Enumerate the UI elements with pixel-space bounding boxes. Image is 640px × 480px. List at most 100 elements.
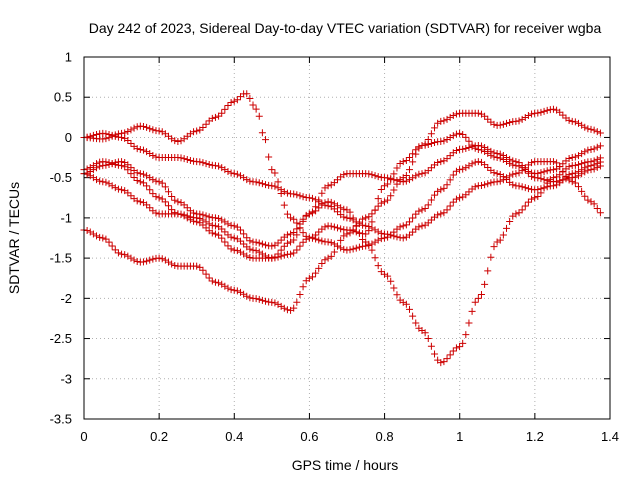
data-point <box>240 230 248 238</box>
data-point <box>405 166 413 174</box>
data-point <box>343 214 351 222</box>
data-point <box>86 228 94 236</box>
data-point <box>240 240 248 248</box>
data-point <box>249 101 257 109</box>
data-point <box>143 257 151 265</box>
data-point <box>133 258 141 266</box>
data-point <box>484 163 492 171</box>
data-point <box>146 125 154 133</box>
data-point <box>108 160 116 168</box>
data-point <box>427 164 435 172</box>
data-point <box>190 128 198 136</box>
data-point <box>384 174 392 182</box>
data-point <box>528 195 536 203</box>
data-point <box>180 212 188 220</box>
data-point <box>186 157 194 165</box>
data-point <box>371 238 379 246</box>
data-point <box>299 229 307 237</box>
data-point <box>477 291 485 299</box>
data-point <box>490 149 498 157</box>
data-point <box>481 161 489 169</box>
data-point <box>340 245 348 253</box>
data-point <box>534 192 542 200</box>
data-point <box>528 110 536 118</box>
data-point <box>596 162 604 170</box>
data-point <box>330 205 338 213</box>
data-point <box>346 246 354 254</box>
data-point <box>515 182 523 190</box>
data-point <box>127 170 135 178</box>
data-point <box>96 177 104 185</box>
data-point <box>412 210 420 218</box>
data-point <box>340 171 348 179</box>
data-point <box>255 248 263 256</box>
data-point <box>334 202 342 210</box>
data-point <box>168 206 176 214</box>
data-point <box>293 225 301 233</box>
data-point <box>402 221 410 229</box>
data-point <box>449 132 457 140</box>
data-point <box>105 159 113 167</box>
data-point <box>587 125 595 133</box>
data-point <box>590 126 598 134</box>
data-point <box>202 218 210 226</box>
data-point <box>393 291 401 299</box>
data-point <box>568 174 576 182</box>
data-point <box>158 255 166 263</box>
data-point <box>431 124 439 132</box>
data-point <box>268 182 276 190</box>
data-point <box>133 169 141 177</box>
data-point <box>490 120 498 128</box>
data-point <box>334 208 342 216</box>
data-point <box>534 174 542 182</box>
data-point <box>330 248 338 256</box>
data-point <box>528 172 536 180</box>
data-point <box>315 228 323 236</box>
data-point <box>149 151 157 159</box>
data-point <box>89 230 97 238</box>
data-point <box>409 158 417 166</box>
data-point <box>290 190 298 198</box>
data-point <box>124 252 132 260</box>
data-point <box>124 189 132 197</box>
data-point <box>443 206 451 214</box>
data-point <box>452 195 460 203</box>
data-point <box>165 202 173 210</box>
data-point <box>537 175 545 183</box>
data-point <box>418 222 426 230</box>
data-point <box>590 200 598 208</box>
data-point <box>509 170 517 178</box>
data-point <box>149 176 157 184</box>
data-point <box>528 159 536 167</box>
data-point <box>277 246 285 254</box>
data-point <box>221 166 229 174</box>
data-point <box>374 173 382 181</box>
data-point <box>305 234 313 242</box>
data-point <box>371 206 379 214</box>
data-point <box>149 190 157 198</box>
data-point <box>236 248 244 256</box>
data-point <box>111 161 119 169</box>
data-point <box>243 292 251 300</box>
y-tick-label: -2 <box>60 291 72 306</box>
data-point <box>549 105 557 113</box>
data-point <box>108 131 116 139</box>
data-point <box>346 226 354 234</box>
data-point <box>424 201 432 209</box>
data-point <box>521 165 529 173</box>
data-point <box>443 181 451 189</box>
data-point <box>399 234 407 242</box>
data-point <box>465 137 473 145</box>
data-point <box>377 199 385 207</box>
data-point <box>293 219 301 227</box>
data-point <box>402 177 410 185</box>
data-point <box>503 119 511 127</box>
data-point <box>183 204 191 212</box>
data-point <box>233 170 241 178</box>
data-point <box>409 150 417 158</box>
data-point <box>274 184 282 192</box>
data-point <box>571 161 579 169</box>
data-point <box>465 162 473 170</box>
data-point <box>296 224 304 232</box>
data-point <box>199 124 207 132</box>
